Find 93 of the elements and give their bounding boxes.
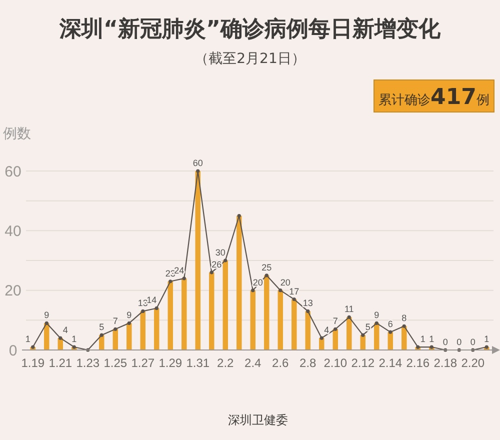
data-label: 60 xyxy=(192,158,203,168)
data-label: 13 xyxy=(302,298,313,308)
bar xyxy=(278,290,283,350)
data-label: 6 xyxy=(388,319,393,330)
x-tick-label: 2.6 xyxy=(272,356,290,370)
point xyxy=(388,330,392,334)
data-label: 7 xyxy=(112,316,118,326)
data-label: 0 xyxy=(470,337,476,347)
x-tick-label: 2.8 xyxy=(300,356,317,370)
point xyxy=(374,321,378,325)
data-label: 1 xyxy=(484,334,490,344)
point xyxy=(154,306,158,310)
x-tick-label: 1.29 xyxy=(158,356,182,370)
data-label: 11 xyxy=(344,304,354,314)
x-tick-label: 1.23 xyxy=(76,356,100,370)
point xyxy=(347,315,351,319)
y-tick-label: 40 xyxy=(4,222,22,240)
x-tick-label: 1.21 xyxy=(48,356,72,370)
x-tick-label: 2.20 xyxy=(461,356,485,370)
point xyxy=(402,324,406,328)
point xyxy=(237,214,241,218)
data-label: 0 xyxy=(456,337,462,347)
data-label: 17 xyxy=(289,286,300,296)
point xyxy=(264,274,268,278)
data-label: 8 xyxy=(402,313,407,324)
point xyxy=(210,270,214,274)
x-tick-label: 2.12 xyxy=(351,356,375,370)
point xyxy=(44,321,48,325)
data-label: 1 xyxy=(429,334,434,344)
bar xyxy=(209,272,214,350)
point xyxy=(168,280,172,284)
point xyxy=(127,321,131,325)
data-label: 30 xyxy=(215,248,226,258)
data-label: 26 xyxy=(212,259,222,270)
y-tick-label: 60 xyxy=(4,163,22,180)
point xyxy=(58,336,62,340)
point xyxy=(182,276,186,280)
point xyxy=(306,309,310,314)
point xyxy=(114,327,118,331)
point xyxy=(141,309,145,314)
point xyxy=(251,288,255,292)
data-label: 7 xyxy=(332,316,338,326)
point xyxy=(224,258,228,262)
bar xyxy=(182,278,187,350)
point xyxy=(100,333,104,337)
bar xyxy=(236,216,242,350)
x-tick-label: 1.27 xyxy=(131,356,155,370)
x-tick-label: 2.2 xyxy=(217,356,234,370)
text: 累计确诊417例 xyxy=(378,85,490,110)
data-label: 9 xyxy=(374,310,380,320)
point xyxy=(292,297,296,302)
bar xyxy=(168,281,173,350)
point xyxy=(278,288,282,292)
point xyxy=(361,333,365,337)
data-label: 9 xyxy=(44,310,50,320)
data-label: 5 xyxy=(99,322,104,332)
data-label: 14 xyxy=(146,295,157,306)
data-label: 5 xyxy=(365,322,370,332)
bar xyxy=(250,290,256,350)
data-label: 20 xyxy=(280,277,290,288)
bar xyxy=(305,311,310,350)
data-label: 24 xyxy=(174,265,184,276)
data-label: 9 xyxy=(126,310,132,320)
bar xyxy=(264,275,270,350)
bar xyxy=(195,171,200,350)
y-tick-label: 20 xyxy=(4,282,22,300)
data-label: 4 xyxy=(324,325,330,336)
chart-title: 深圳“新冠肺炎”确诊病例每日新增变化 xyxy=(58,16,442,42)
data-label: 1 xyxy=(25,334,30,344)
data-label: 0 xyxy=(442,337,448,347)
x-tick-label: 1.25 xyxy=(104,356,128,370)
point xyxy=(320,336,324,340)
bar xyxy=(222,260,228,350)
point xyxy=(196,169,200,173)
point xyxy=(334,327,338,331)
x-tick-label: 2.16 xyxy=(406,356,430,370)
bar xyxy=(140,311,146,350)
data-label: 1 xyxy=(72,334,77,344)
x-tick-label: 2.14 xyxy=(378,356,402,370)
x-tick-label: 2.4 xyxy=(244,356,262,370)
y-tick-label: 0 xyxy=(8,342,18,360)
bar xyxy=(154,308,160,350)
x-tick-label: 2.10 xyxy=(324,356,348,370)
y-axis-title: 例数 xyxy=(3,126,31,142)
data-label: 1 xyxy=(420,334,426,344)
bar xyxy=(292,299,297,350)
x-tick-label: 2.18 xyxy=(434,356,458,370)
data-label: 25 xyxy=(262,262,272,272)
chart-subtitle: （截至2月21日） xyxy=(194,51,306,67)
data-label: 4 xyxy=(62,325,68,336)
x-tick-label: 1.31 xyxy=(186,356,210,370)
text: 深圳卫健委 xyxy=(228,413,288,427)
x-tick-label: 1.19 xyxy=(21,356,45,370)
